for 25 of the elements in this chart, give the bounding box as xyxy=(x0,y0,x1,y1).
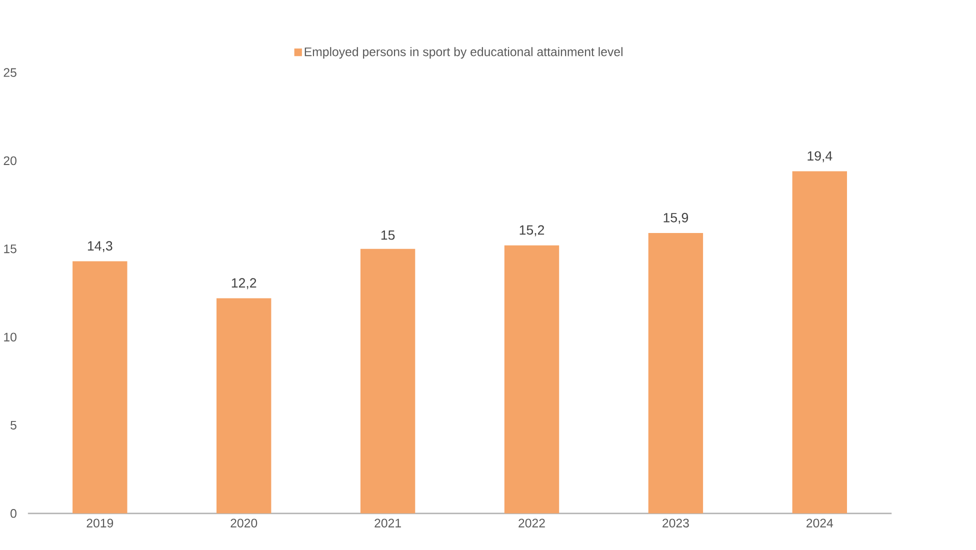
data-label: 14,3 xyxy=(88,241,112,252)
y-tick-label: 25 xyxy=(4,68,16,78)
x-tick-label: 2021 xyxy=(374,518,401,528)
bar xyxy=(360,249,416,514)
data-label: 12,2 xyxy=(232,278,256,290)
x-tick-label: 2020 xyxy=(230,518,258,528)
x-tick-label: 2024 xyxy=(806,518,834,528)
y-tick-label: 10 xyxy=(4,332,16,342)
x-tick-label: 2022 xyxy=(518,518,545,528)
x-tick-label: 2023 xyxy=(662,518,689,528)
bar xyxy=(72,261,128,514)
y-tick-label: 20 xyxy=(4,156,16,166)
x-tick-label: 2019 xyxy=(86,518,114,528)
data-label: 19,4 xyxy=(808,151,832,162)
bar xyxy=(504,246,560,514)
bar xyxy=(648,233,704,514)
data-label: 15 xyxy=(381,230,395,240)
data-label: 15,9 xyxy=(664,213,688,224)
data-label: 15,2 xyxy=(520,225,544,236)
y-tick-label: 0 xyxy=(10,509,16,518)
bar xyxy=(792,171,847,514)
bar xyxy=(216,298,272,514)
y-tick-label: 15 xyxy=(4,244,16,254)
y-tick-label: 5 xyxy=(10,421,16,430)
legend-label: Employed persons in sport by educational attainment level xyxy=(304,47,622,59)
